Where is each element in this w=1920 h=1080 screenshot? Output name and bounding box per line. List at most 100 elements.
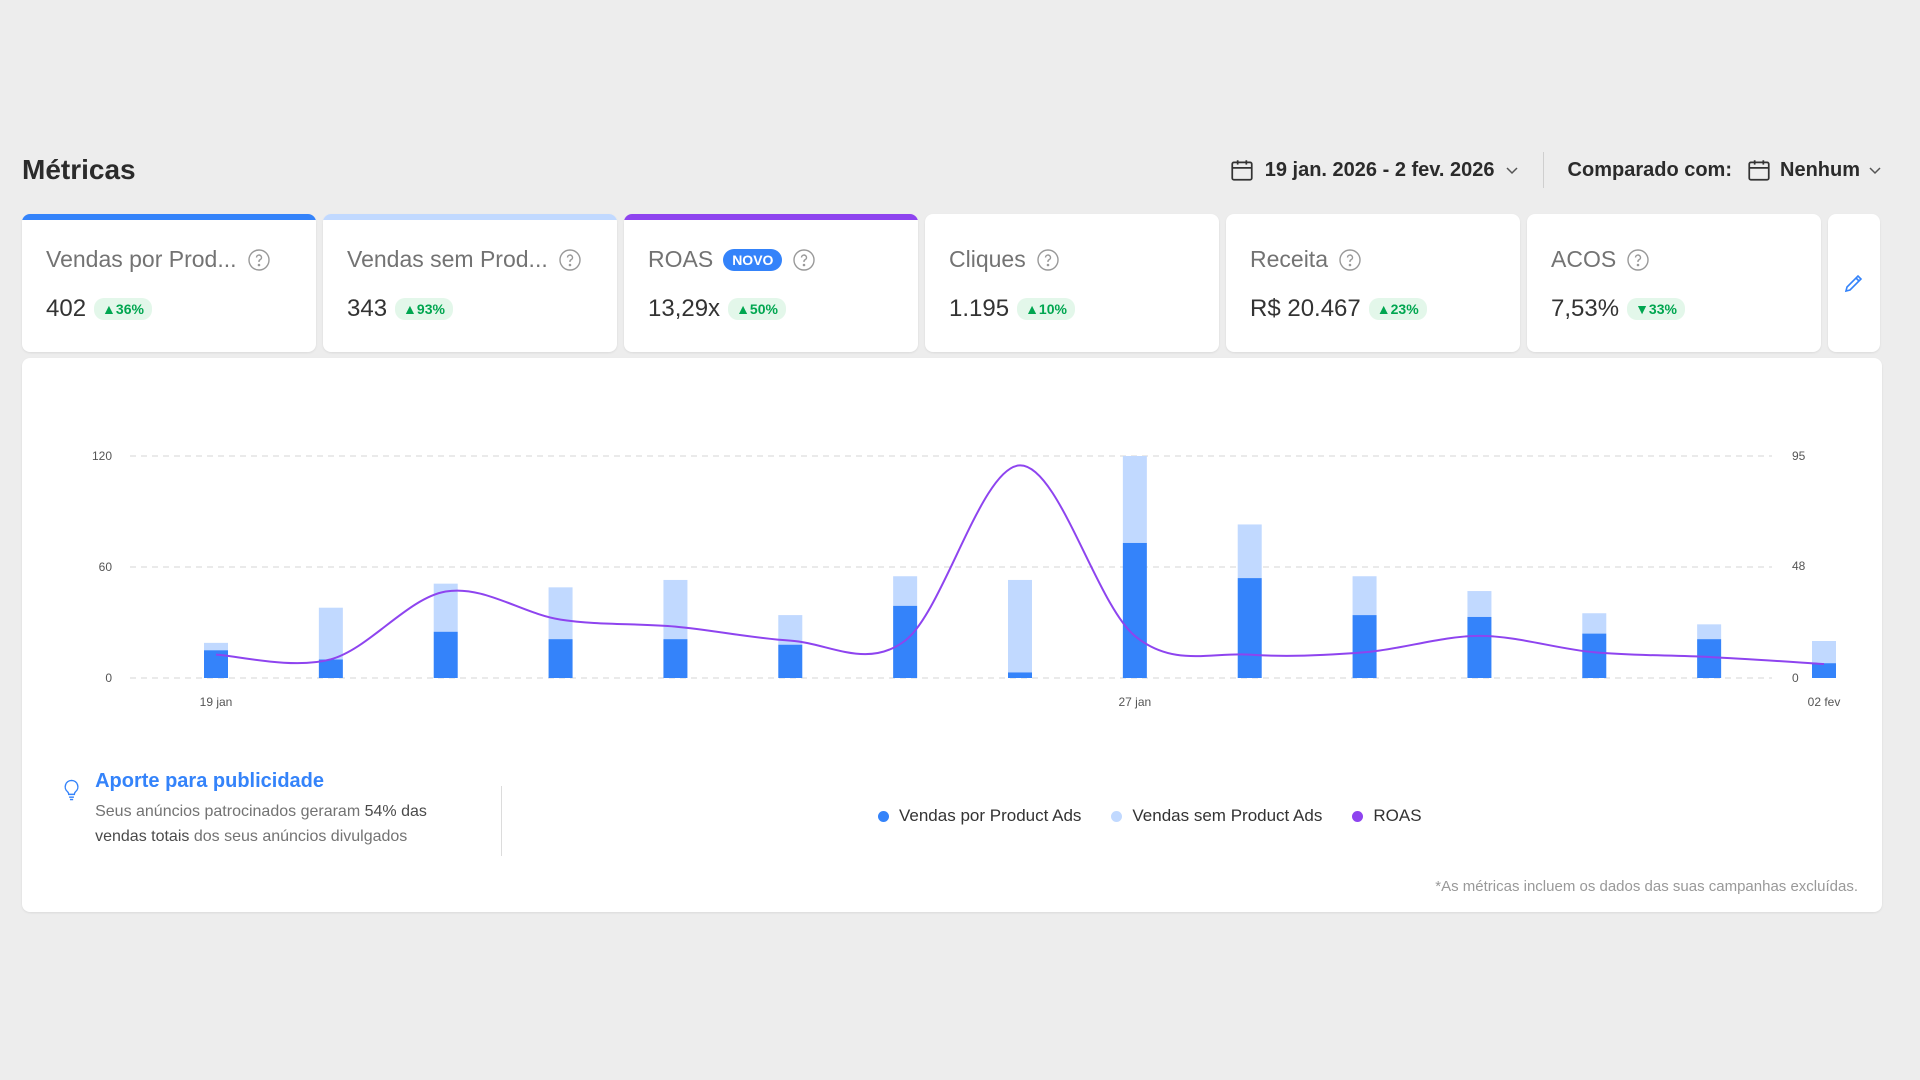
bar-without-ads — [1812, 641, 1836, 664]
bar-without-ads — [1237, 524, 1262, 579]
card-title-row: Vendas por Prod... — [46, 246, 292, 273]
compare-value: Nenhum — [1780, 158, 1860, 181]
bar-with-ads — [548, 639, 573, 678]
pencil-icon — [1844, 274, 1863, 293]
bar-with-ads — [663, 639, 688, 678]
bar-without-ads — [548, 587, 573, 640]
legend-item-roas[interactable]: ROAS — [1352, 806, 1422, 826]
bar-without-ads — [1467, 591, 1492, 617]
card-title: ACOS — [1551, 246, 1617, 272]
delta-badge: ▲36% — [94, 298, 152, 320]
bar-without-ads — [1008, 579, 1032, 673]
delta-badge: ▲23% — [1368, 298, 1427, 320]
date-range-text: 19 jan. 2026 - 2 fev. 2026 — [1264, 158, 1495, 181]
insight-title[interactable]: Aporte para publicidade — [95, 770, 325, 792]
bar-with-ads — [318, 659, 343, 678]
metric-card-acos[interactable]: ACOS 7,53% ▼33% — [1527, 214, 1821, 352]
bar-with-ads — [1697, 639, 1722, 678]
legend-dot — [1352, 810, 1364, 822]
bar-without-ads — [204, 642, 228, 651]
x-tick-label: 02 fev — [1808, 695, 1841, 709]
card-value: R$ 20.467 — [1250, 295, 1361, 322]
delta-badge: ▼33% — [1627, 298, 1685, 320]
chevron-down-icon — [1869, 167, 1881, 175]
edit-metrics-button[interactable] — [1828, 214, 1880, 352]
bar-without-ads — [1582, 613, 1607, 634]
legend-item-with-ads[interactable]: Vendas por Product Ads — [878, 806, 1081, 826]
y-left-tick-label: 0 — [105, 671, 112, 685]
help-icon[interactable] — [247, 248, 271, 272]
card-value-row: 343 ▲93% — [347, 295, 593, 323]
bar-without-ads — [893, 576, 918, 606]
card-accent-bar — [323, 214, 617, 220]
card-accent-bar — [624, 214, 918, 220]
help-icon[interactable] — [558, 248, 582, 272]
bar-with-ads — [204, 650, 228, 678]
card-title: ROAS — [648, 246, 714, 272]
card-value-row: 1.195 ▲10% — [949, 295, 1195, 323]
insight-box: Aporte para publicidade Seus anúncios pa… — [62, 770, 482, 849]
card-title: Vendas sem Prod... — [347, 246, 548, 272]
card-accent-bar — [22, 214, 316, 220]
bar-with-ads — [1352, 615, 1377, 678]
bar-without-ads — [1122, 456, 1147, 543]
card-title: Vendas por Prod... — [46, 246, 237, 272]
legend-label: ROAS — [1373, 806, 1422, 825]
new-badge: NOVO — [723, 248, 783, 271]
metric-card-revenue[interactable]: Receita R$ 20.467 ▲23% — [1226, 214, 1520, 352]
y-left-tick-label: 60 — [99, 560, 113, 574]
help-icon[interactable] — [792, 248, 816, 272]
insight-text: Seus anúncios patrocinados geraram 54% d… — [95, 799, 482, 849]
compare-label: Comparado com: — [1567, 158, 1732, 181]
delta-badge: ▲50% — [728, 298, 786, 320]
card-value-row: 7,53% ▼33% — [1551, 295, 1797, 323]
chart-legend: Vendas por Product Ads Vendas sem Produc… — [878, 806, 1422, 826]
card-title-row: ACOS — [1551, 246, 1797, 273]
insight-text-bold: das vendas totais — [95, 803, 427, 845]
chevron-down-icon — [1506, 167, 1518, 175]
insight-text-1: Seus anúncios patrocinados geraram — [95, 803, 361, 820]
bar-with-ads — [433, 631, 458, 678]
metric-card-sales-with-ads[interactable]: Vendas por Prod... 402 ▲36% — [22, 214, 316, 352]
card-title-row: Receita — [1250, 246, 1496, 273]
card-title: Receita — [1250, 246, 1328, 272]
metrics-header: Métricas 19 jan. 2026 - 2 fev. 2026 Comp… — [22, 150, 1882, 190]
calendar-icon — [1231, 160, 1253, 181]
card-title-row: Cliques — [949, 246, 1195, 273]
legend-item-without-ads[interactable]: Vendas sem Product Ads — [1111, 806, 1322, 826]
page-title: Métricas — [22, 154, 136, 185]
x-tick-label: 27 jan — [1119, 695, 1152, 709]
help-icon[interactable] — [1036, 248, 1060, 272]
metric-card-sales-without-ads[interactable]: Vendas sem Prod... 343 ▲93% — [323, 214, 617, 352]
help-icon[interactable] — [1626, 248, 1650, 272]
card-value-row: 13,29x ▲50% — [648, 295, 894, 323]
card-title: Cliques — [949, 246, 1026, 272]
bar-with-ads — [1008, 672, 1032, 678]
metric-card-clicks[interactable]: Cliques 1.195 ▲10% — [925, 214, 1219, 352]
insight-text-2: dos seus anúncios divulgados — [193, 828, 408, 845]
insight-text-pct: 54% — [364, 803, 397, 820]
compare-dropdown[interactable]: Nenhum — [1746, 157, 1882, 183]
y-left-tick-label: 120 — [92, 449, 112, 463]
bar-without-ads — [1352, 576, 1377, 616]
card-title-row: Vendas sem Prod... — [347, 246, 593, 273]
bar-without-ads — [1697, 624, 1722, 640]
legend-label: Vendas sem Product Ads — [1132, 806, 1323, 825]
calendar-icon — [1748, 160, 1770, 181]
roas-line — [215, 464, 1825, 665]
card-title-row: ROAS NOVO — [648, 246, 894, 273]
y-right-tick-label: 0 — [1792, 671, 1799, 685]
y-right-tick-label: 95 — [1792, 449, 1806, 463]
help-icon[interactable] — [1338, 248, 1362, 272]
delta-badge: ▲10% — [1017, 298, 1075, 320]
insight-divider — [501, 786, 502, 856]
footnote: *As métricas incluem os dados das suas c… — [1435, 878, 1858, 895]
date-range-picker[interactable]: 19 jan. 2026 - 2 fev. 2026 — [1229, 157, 1519, 183]
bar-with-ads — [893, 605, 918, 678]
legend-dot — [1111, 810, 1123, 822]
metric-card-roas[interactable]: ROAS NOVO 13,29x ▲50% — [624, 214, 918, 352]
insight-content: Aporte para publicidade Seus anúncios pa… — [95, 770, 482, 849]
y-right-tick-label: 48 — [1792, 559, 1806, 573]
metrics-chart: 0 60 120 0 48 95 19 jan 27 jan 02 fev — [92, 449, 1841, 709]
card-value: 1.195 — [949, 295, 1010, 322]
